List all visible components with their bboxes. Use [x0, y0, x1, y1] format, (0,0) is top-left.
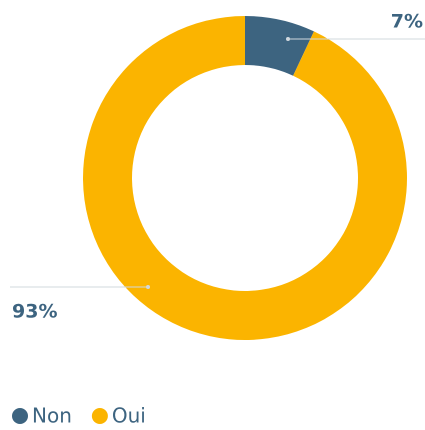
leader-dot: [286, 37, 290, 41]
data-label: 7%: [391, 11, 423, 33]
legend-swatch: [12, 408, 28, 424]
donut-slice: [83, 16, 407, 341]
data-label: 93%: [12, 301, 57, 323]
donut-slice: [245, 16, 314, 76]
legend-label: Oui: [112, 404, 146, 428]
leader-dot: [146, 285, 150, 289]
legend-swatch: [91, 408, 108, 424]
legend-label: Non: [32, 404, 72, 428]
